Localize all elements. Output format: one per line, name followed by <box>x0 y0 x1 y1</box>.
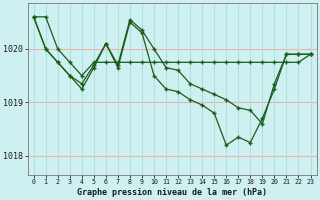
X-axis label: Graphe pression niveau de la mer (hPa): Graphe pression niveau de la mer (hPa) <box>77 188 267 197</box>
